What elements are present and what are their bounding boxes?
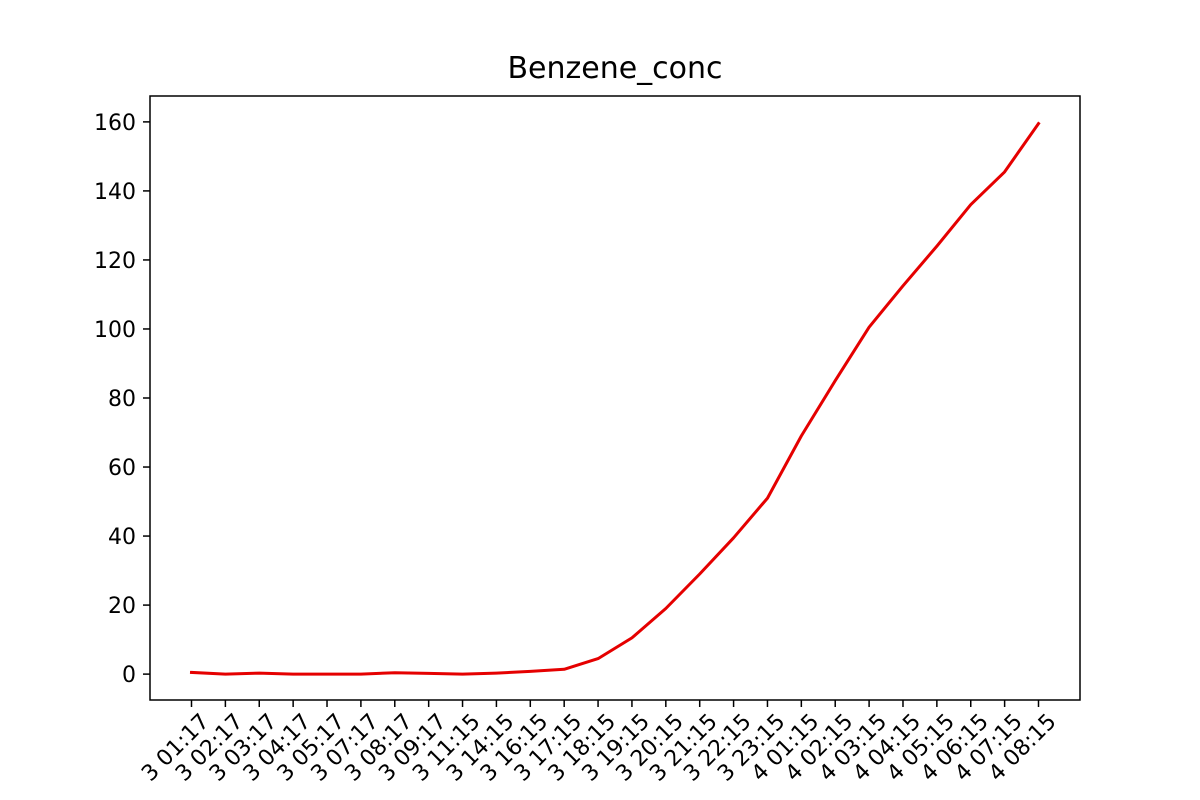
y-tick-label: 120 [94,249,136,274]
chart-title: Benzene_conc [507,51,722,86]
series-layer [189,121,1041,676]
series-line [189,121,1041,676]
y-tick-label: 100 [94,318,136,343]
plot-frame [149,95,1081,701]
y-tick-label: 140 [94,180,136,205]
y-tick-label: 80 [108,387,136,412]
x-axis: 3 01:173 02:173 03:173 04:173 05:173 07:… [137,700,1061,787]
y-tick-label: 60 [108,456,136,481]
y-tick-label: 0 [122,663,136,688]
y-axis: 0 20 40 60 80 100 120 140 160 [94,111,150,688]
y-tick-label: 160 [94,111,136,136]
y-tick-label: 20 [108,594,136,619]
y-tick-label: 40 [108,525,136,550]
